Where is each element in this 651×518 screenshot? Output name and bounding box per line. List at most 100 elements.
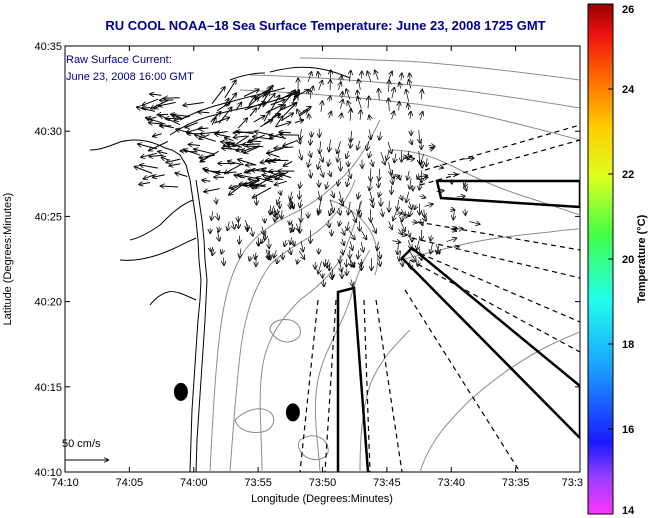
current-vector <box>329 220 330 227</box>
current-vector <box>300 129 301 139</box>
current-vector <box>367 72 372 82</box>
current-vector <box>369 180 371 190</box>
current-vector <box>249 108 256 117</box>
current-vector <box>370 191 373 201</box>
current-vector <box>277 196 280 204</box>
current-vector <box>360 110 361 120</box>
current-vector <box>253 137 273 140</box>
current-vector <box>380 151 385 164</box>
current-vector <box>296 223 299 231</box>
current-vector <box>367 141 369 151</box>
current-vector <box>346 258 347 267</box>
current-vector <box>379 251 380 258</box>
current-vector <box>161 186 179 187</box>
station-markers <box>173 382 300 422</box>
current-vector <box>210 247 211 251</box>
current-vector <box>184 150 201 156</box>
colorbar-label: Temperature (°C) <box>636 214 648 303</box>
y-tick-label: 40:20 <box>34 297 62 309</box>
current-vector <box>393 210 398 220</box>
current-vector <box>258 237 259 246</box>
current-vector <box>274 250 277 257</box>
current-vector <box>409 261 411 269</box>
current-vector <box>201 154 211 162</box>
current-vector <box>421 90 422 100</box>
current-vector <box>318 191 321 200</box>
x-tick-label: 73:3 <box>562 477 583 489</box>
current-vector <box>350 209 356 222</box>
current-vector <box>245 184 262 186</box>
current-vector <box>436 166 444 168</box>
current-vector <box>203 169 220 175</box>
current-vector <box>266 171 281 179</box>
y-tick-label: 40:35 <box>34 41 62 53</box>
current-vector <box>252 170 274 172</box>
current-vector <box>346 89 351 100</box>
current-vector <box>435 244 440 253</box>
current-vector <box>419 129 420 143</box>
current-vector <box>450 209 454 210</box>
site-marker-b <box>285 403 300 422</box>
current-vector <box>400 220 405 231</box>
current-vector <box>225 138 234 141</box>
current-vector <box>419 248 421 260</box>
current-vector <box>358 97 362 109</box>
current-vector <box>464 179 467 187</box>
current-vector <box>160 115 181 126</box>
current-vector <box>348 201 350 215</box>
current-vector <box>398 228 402 235</box>
current-vector <box>406 90 409 102</box>
current-vector <box>350 130 351 142</box>
colorbar-tick-label: 20 <box>622 254 634 266</box>
current-vector <box>246 220 248 229</box>
current-vector <box>402 157 406 158</box>
current-vector <box>243 144 261 145</box>
current-vector <box>257 92 270 110</box>
colorbar-tick-label: 26 <box>622 4 634 16</box>
current-vector <box>218 108 232 124</box>
current-vector <box>158 152 168 154</box>
current-vector <box>217 212 219 220</box>
current-vector <box>234 132 256 133</box>
current-vector <box>229 185 238 188</box>
current-vector <box>401 258 402 266</box>
current-vector <box>371 200 373 207</box>
current-vector <box>221 249 222 253</box>
current-vector <box>392 178 393 184</box>
current-vector <box>171 114 188 116</box>
current-vector <box>280 190 281 194</box>
current-vector <box>424 209 425 217</box>
current-vector <box>176 129 194 134</box>
current-vector <box>275 122 291 128</box>
current-vector <box>453 211 454 219</box>
current-vector <box>194 149 215 155</box>
current-vector <box>202 180 211 181</box>
current-vector <box>301 240 303 251</box>
current-vector <box>301 208 302 222</box>
current-vector <box>399 102 400 111</box>
current-vector <box>388 72 393 81</box>
current-vector <box>320 167 323 177</box>
current-vector <box>144 174 155 179</box>
current-vector <box>166 158 181 162</box>
current-vector <box>369 151 371 157</box>
current-vector <box>436 191 443 192</box>
x-axis-ticks: 74:10 74:05 74:00 73:55 73:50 73:45 73:40 73:35… <box>51 46 583 489</box>
current-vector <box>456 196 465 197</box>
current-vector <box>419 196 425 198</box>
current-vector <box>339 220 341 226</box>
current-vector <box>293 240 295 246</box>
current-vector <box>409 201 411 209</box>
current-vector <box>342 249 343 254</box>
current-vector <box>369 129 371 140</box>
current-vector <box>368 97 369 109</box>
current-vector <box>339 82 341 90</box>
current-vector <box>198 112 210 113</box>
colorbar-ticks: 26 24 22 20 18 16 14 <box>608 3 635 517</box>
current-vector <box>351 279 352 286</box>
current-vector <box>225 163 244 174</box>
colorbar-tick-label: 16 <box>622 424 634 436</box>
current-vector <box>224 80 236 99</box>
y-axis-label: Latitude (Degrees:Minutes) <box>2 193 14 326</box>
current-vector <box>328 159 330 165</box>
